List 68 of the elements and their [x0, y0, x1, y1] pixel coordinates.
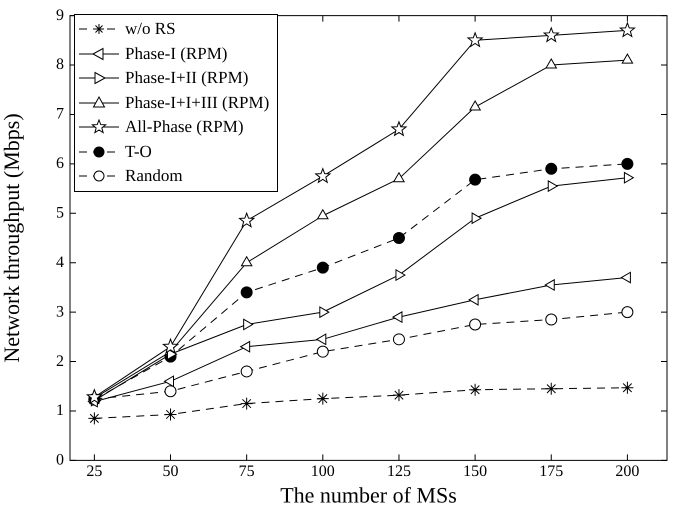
point — [240, 341, 250, 352]
point — [240, 286, 253, 298]
y-tick-label: 6 — [56, 155, 64, 172]
point — [395, 269, 406, 281]
point — [544, 27, 559, 42]
point — [621, 306, 634, 318]
point — [392, 333, 405, 346]
point — [240, 256, 252, 266]
point — [469, 100, 481, 111]
point — [624, 172, 634, 184]
x-tick-label: 200 — [615, 463, 640, 480]
y-tick-label: 4 — [56, 254, 64, 271]
y-tick-label: 1 — [56, 402, 64, 420]
point — [392, 232, 405, 244]
y-tick-label: 5 — [56, 204, 64, 222]
y-tick-label: 0 — [56, 452, 64, 469]
x-tick-label: 75 — [238, 463, 255, 480]
y-tick-label: 2 — [56, 352, 64, 370]
legend-label: Phase-I+II (RPM) — [125, 68, 248, 88]
point — [316, 346, 329, 358]
point — [620, 381, 634, 394]
x-tick-label: 100 — [310, 463, 335, 480]
point — [315, 168, 330, 183]
y-tick-label: 3 — [56, 303, 64, 320]
y-tick-label: 8 — [56, 56, 64, 74]
point — [546, 58, 557, 69]
point — [621, 158, 634, 170]
point — [467, 32, 483, 47]
point — [545, 314, 558, 326]
x-axis-title: The number of MSs — [280, 482, 457, 508]
point — [316, 262, 329, 274]
legend-label: Phase-I+I+III (RPM) — [125, 92, 270, 113]
x-tick-label: 50 — [162, 463, 179, 480]
point — [468, 383, 482, 396]
legend-label: All-Phase (RPM) — [125, 117, 244, 138]
point — [469, 174, 482, 186]
legend-label: T-O — [125, 142, 152, 162]
x-tick-label: 175 — [539, 463, 564, 480]
x-tick-label: 125 — [386, 463, 411, 480]
point — [164, 385, 177, 398]
point — [319, 306, 330, 318]
point — [468, 294, 479, 306]
legend-label: Phase-I (RPM) — [125, 44, 228, 64]
point — [239, 212, 254, 228]
point — [544, 279, 555, 291]
point — [391, 121, 407, 136]
point — [164, 376, 174, 388]
point — [469, 318, 482, 330]
point — [162, 338, 178, 354]
y-tick-label: 9 — [56, 6, 64, 24]
point — [622, 54, 634, 64]
point — [164, 408, 178, 421]
point — [620, 22, 636, 37]
legend-label: w/o RS — [125, 19, 176, 40]
point — [544, 382, 558, 396]
y-tick-label: 7 — [56, 106, 64, 123]
y-axis-title: Network throughput (Mbps) — [0, 113, 24, 363]
point — [393, 172, 405, 182]
point — [317, 209, 329, 220]
point — [316, 392, 330, 406]
x-tick-label: 25 — [86, 463, 102, 480]
point — [545, 162, 558, 175]
point — [240, 397, 254, 410]
point — [88, 412, 101, 425]
legend-label: Random — [125, 166, 183, 186]
x-tick-label: 150 — [463, 463, 488, 480]
point — [392, 388, 406, 402]
point — [240, 365, 253, 378]
